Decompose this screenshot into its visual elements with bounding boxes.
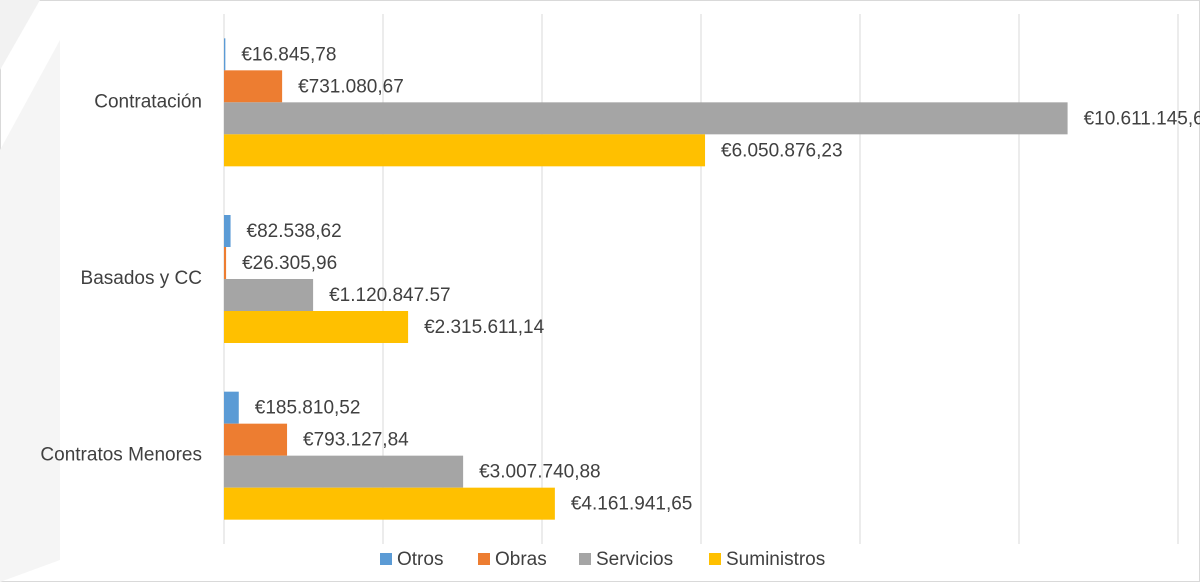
data-label: €82.538,62 — [247, 221, 342, 242]
bar — [224, 423, 288, 456]
bar — [224, 134, 706, 167]
y-tick-label: Contratos Menores — [40, 445, 202, 466]
data-label: €16.845,78 — [241, 44, 336, 65]
bar — [224, 391, 239, 424]
bar — [224, 215, 231, 247]
watermark — [0, 0, 40, 70]
bar — [224, 102, 1068, 135]
bar — [224, 247, 227, 279]
bar — [224, 311, 409, 343]
data-label: €3.007.740,88 — [479, 462, 601, 483]
legend-label: Obras — [495, 549, 547, 570]
data-label: €4.161.941,65 — [571, 494, 693, 515]
bar — [224, 38, 226, 71]
legend-label: Suministros — [726, 549, 825, 570]
data-label: €731.080,67 — [298, 76, 404, 97]
legend-label: Otros — [397, 549, 443, 570]
data-label: €2.315.611,14 — [424, 317, 545, 338]
bar — [224, 455, 464, 488]
data-label: €26.305,96 — [242, 253, 337, 274]
legend-label: Servicios — [596, 549, 673, 570]
legend-swatch — [380, 553, 392, 565]
legend-swatch — [579, 553, 591, 565]
bar — [224, 279, 314, 311]
y-tick-label: Contratación — [94, 91, 202, 112]
data-label: €10.611.145,60 — [1084, 108, 1200, 129]
data-label: €793.127,84 — [303, 430, 409, 451]
y-tick-label: Basados y CC — [81, 268, 202, 289]
bar — [224, 487, 555, 520]
bar — [224, 70, 283, 103]
watermark — [0, 40, 60, 582]
data-label: €6.050.876,23 — [721, 140, 843, 161]
legend-swatch — [478, 553, 490, 565]
data-label: €185.810,52 — [255, 398, 361, 419]
data-label: €1.120.847.57 — [329, 285, 451, 306]
legend-swatch — [709, 553, 721, 565]
